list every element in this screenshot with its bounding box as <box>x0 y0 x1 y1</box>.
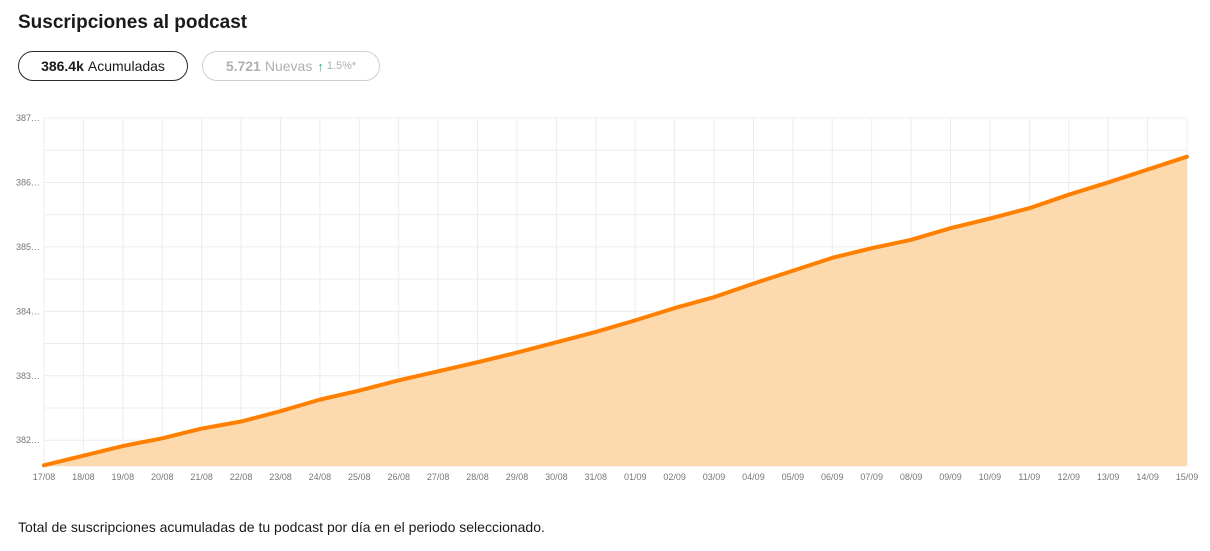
accumulated-tab-button[interactable]: 386.4k Acumuladas <box>18 51 188 81</box>
x-tick-label: 17/08 <box>33 472 56 482</box>
x-tick-label: 19/08 <box>112 472 135 482</box>
new-label: Nuevas <box>264 58 313 74</box>
new-value: 5.721 <box>225 58 261 74</box>
x-tick-label: 22/08 <box>230 472 253 482</box>
y-tick-label: 386… <box>16 177 40 187</box>
x-tick-label: 05/09 <box>782 472 805 482</box>
new-subscriptions-tab-button[interactable]: 5.721 Nuevas ↑ 1.5%* <box>202 51 380 81</box>
x-tick-label: 31/08 <box>585 472 608 482</box>
series-line <box>42 154 1189 468</box>
x-tick-label: 23/08 <box>269 472 292 482</box>
y-tick-label: 387… <box>16 113 40 123</box>
x-tick-label: 28/08 <box>466 472 489 482</box>
x-tick-label: 13/09 <box>1097 472 1120 482</box>
x-tick-label: 04/09 <box>742 472 765 482</box>
x-tick-label: 27/08 <box>427 472 450 482</box>
chart-caption: Total de suscripciones acumuladas de tu … <box>18 519 545 535</box>
y-tick-label: 385… <box>16 242 40 252</box>
x-tick-label: 14/09 <box>1136 472 1159 482</box>
page-title: Suscripciones al podcast <box>18 12 248 33</box>
y-tick-label: 383… <box>16 371 40 381</box>
accumulated-value: 386.4k <box>41 58 84 74</box>
x-tick-label: 02/09 <box>663 472 686 482</box>
x-tick-label: 29/08 <box>506 472 529 482</box>
x-tick-label: 15/09 <box>1176 472 1199 482</box>
x-tick-label: 06/09 <box>821 472 844 482</box>
x-tick-label: 30/08 <box>545 472 568 482</box>
new-percent-change: 1.5%* <box>326 60 357 72</box>
x-tick-label: 12/09 <box>1057 472 1080 482</box>
x-tick-label: 08/09 <box>900 472 923 482</box>
x-tick-label: 26/08 <box>387 472 410 482</box>
x-tick-label: 09/09 <box>939 472 962 482</box>
x-axis-ticks: 17/08 18/08 19/08 20/08 21/08 22/08 23/08 24/08… <box>33 472 1199 482</box>
accumulated-label: Acumuladas <box>87 58 165 74</box>
x-tick-label: 24/08 <box>309 472 332 482</box>
chart-area-layer <box>42 154 1189 468</box>
series-area-fill <box>44 156 1187 467</box>
x-tick-label: 07/09 <box>860 472 883 482</box>
x-tick-label: 20/08 <box>151 472 174 482</box>
y-tick-label: 382… <box>16 435 40 445</box>
x-tick-label: 21/08 <box>190 472 213 482</box>
x-tick-label: 11/09 <box>1018 472 1040 482</box>
x-tick-label: 01/09 <box>624 472 647 482</box>
x-tick-label: 25/08 <box>348 472 371 482</box>
arrow-up-icon: ↑ <box>317 58 324 74</box>
x-tick-label: 03/09 <box>703 472 726 482</box>
subscriptions-area-chart: 387… 386… 385… 384… 383… 382… 17/08 18/08 19/08… <box>16 113 1199 482</box>
x-tick-label: 10/09 <box>979 472 1002 482</box>
y-axis-ticks: 387… 386… 385… 384… 383… 382… <box>16 113 40 445</box>
x-tick-label: 18/08 <box>72 472 95 482</box>
y-tick-label: 384… <box>16 306 40 316</box>
